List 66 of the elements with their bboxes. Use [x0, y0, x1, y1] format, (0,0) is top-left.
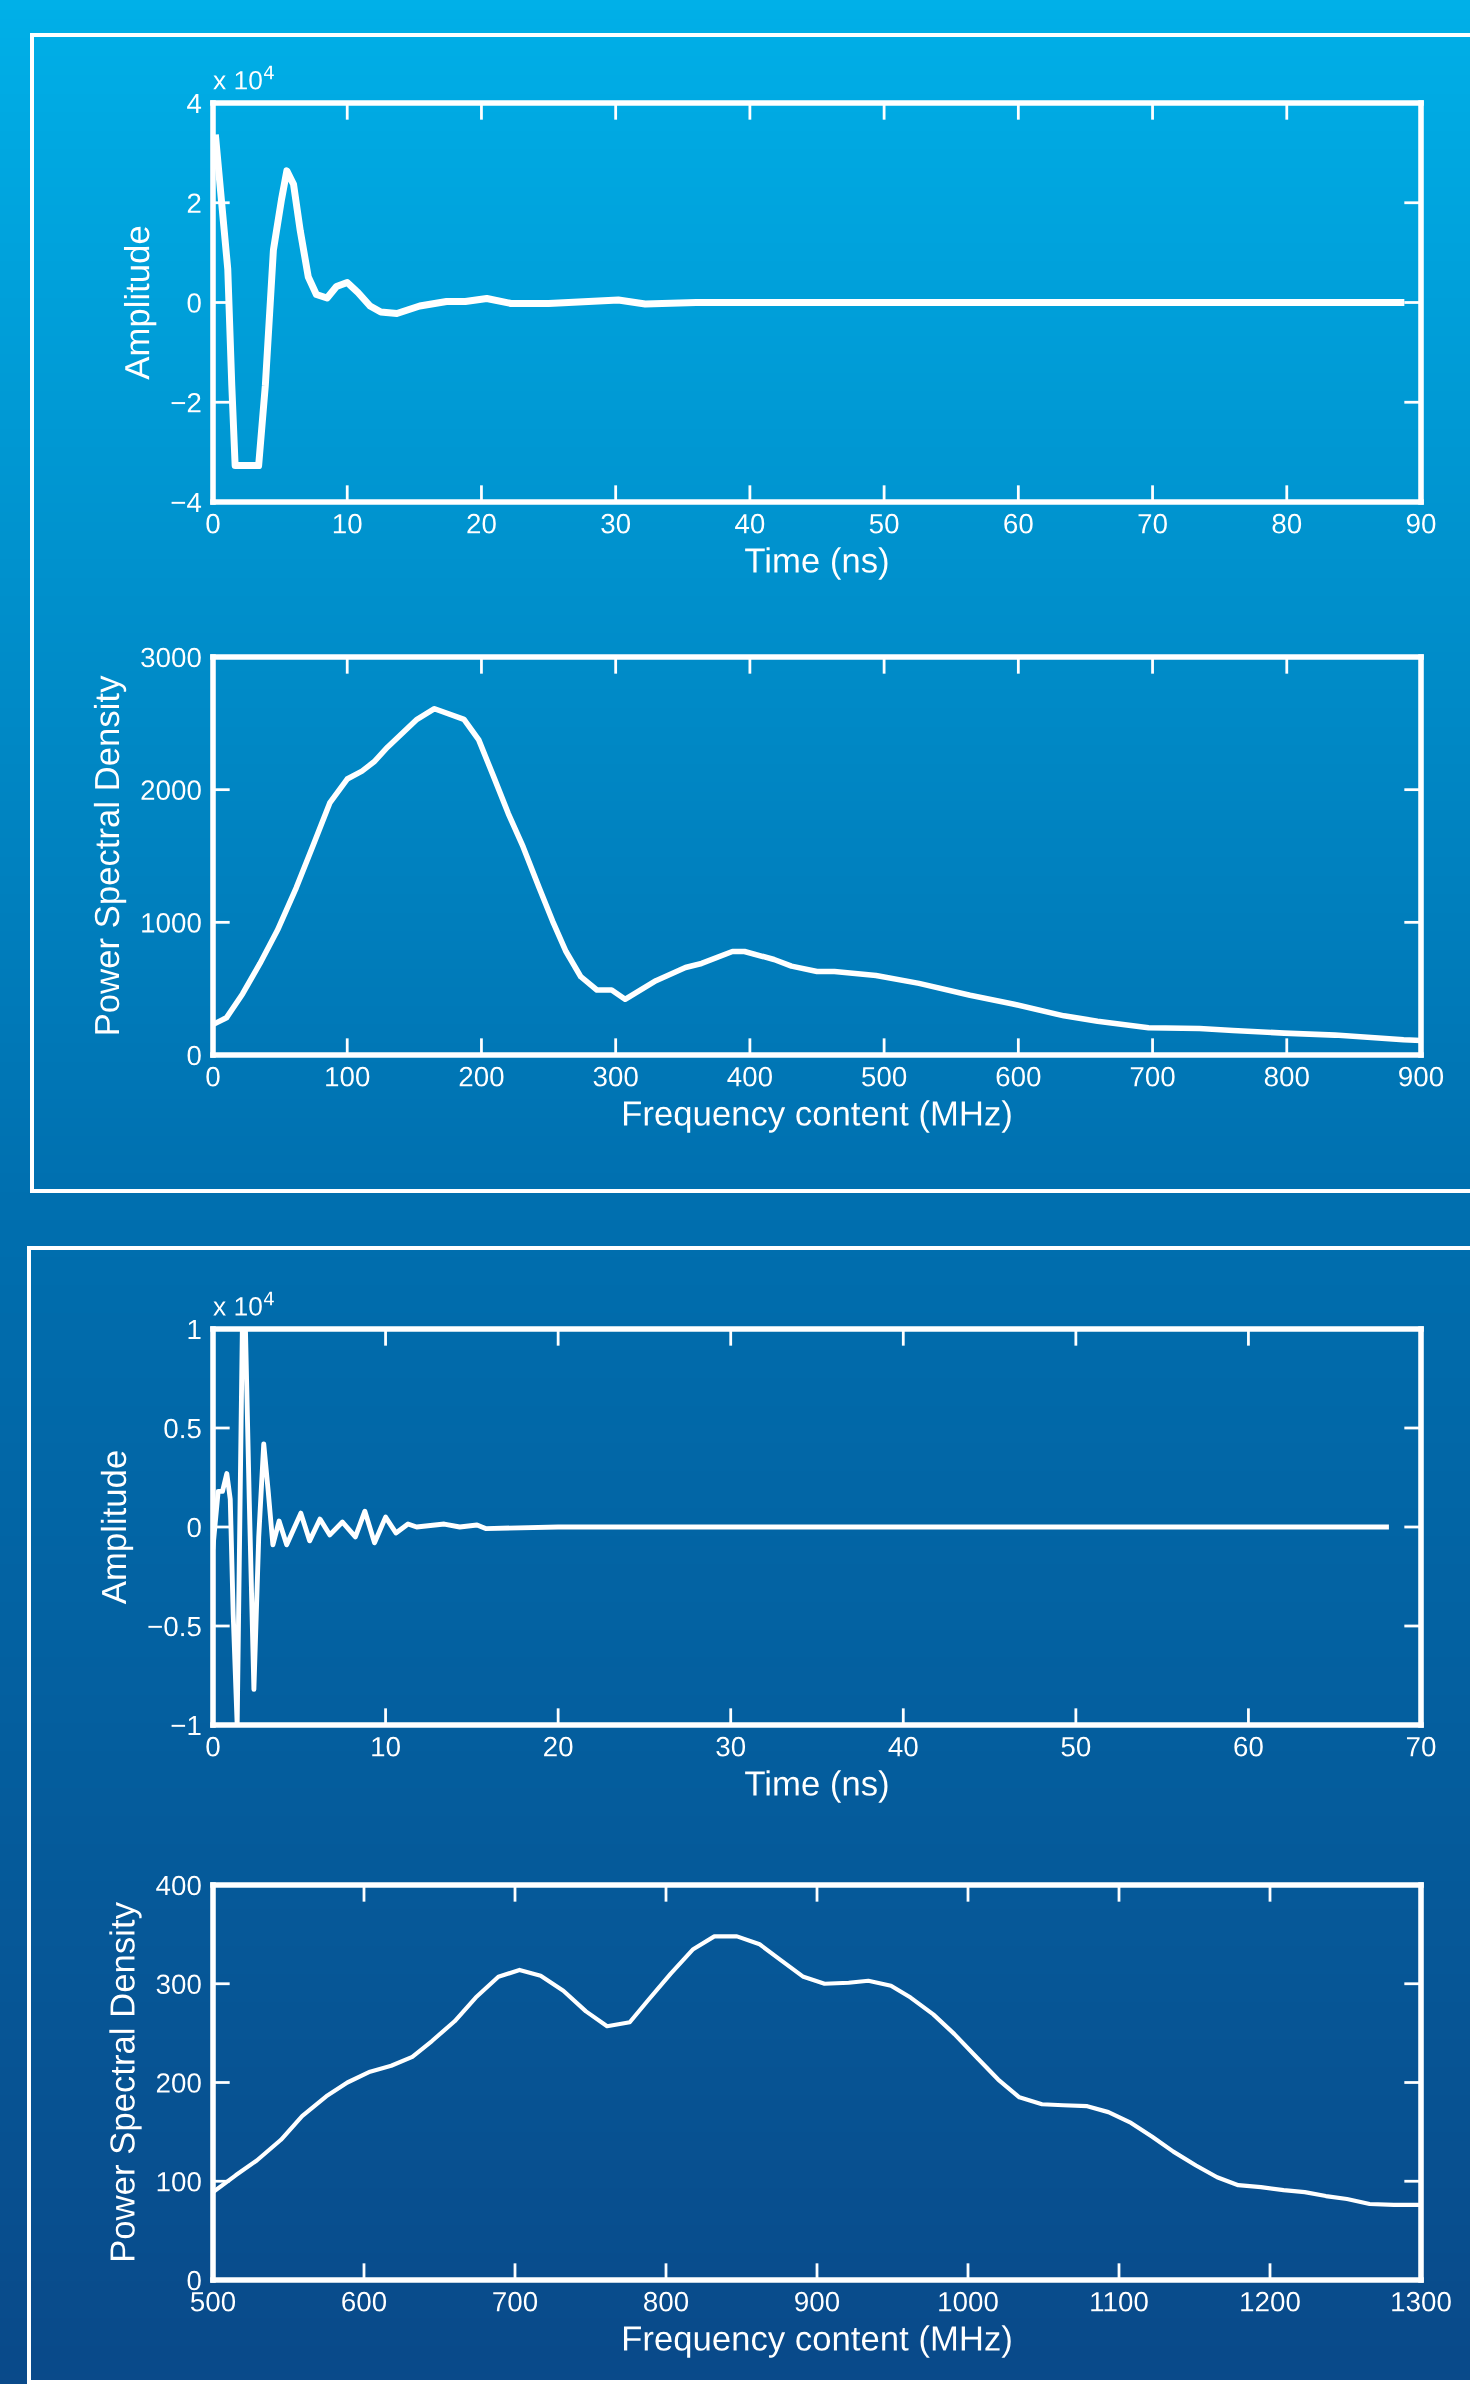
y-tick-label: 4	[187, 93, 202, 114]
x-tick-label: 60	[1234, 1736, 1263, 1757]
y-tick-label: 0	[187, 293, 201, 313]
x-tick-label: 60	[1004, 513, 1033, 534]
x-tick-label: 700	[493, 2291, 538, 2312]
y-tick-label: 0	[187, 1517, 201, 1538]
x-tick-label: 0	[206, 1066, 220, 1087]
x-tick-label: 1100	[1091, 2291, 1148, 2312]
y-tick-label: 300	[156, 1974, 201, 1995]
x-tick-label: 90	[1406, 513, 1436, 534]
x-tick-label: 0	[206, 1736, 220, 1757]
text: x 10$^{4}$	[213, 65, 274, 90]
x-tick-label: 300	[593, 1066, 638, 1087]
x-tick-label: 10	[333, 513, 362, 534]
x-tick-label: 400	[727, 1066, 772, 1087]
y-tick-label: 1000	[142, 913, 201, 933]
y-tick-label: 3000	[141, 647, 201, 668]
y-axis-title: Amplitude	[100, 1451, 134, 1605]
x-tick-label: 0	[206, 513, 220, 534]
x-tick-label: 1000	[939, 2291, 998, 2312]
x-tick-label: 20	[467, 513, 496, 534]
y-axis-title: Power Spectral Density	[109, 1902, 142, 2261]
x-tick-label: 900	[1399, 1066, 1444, 1087]
x-tick-label: 30	[601, 513, 631, 534]
x-tick-label: 100	[326, 1066, 370, 1087]
x-tick-label: 800	[1264, 1066, 1309, 1087]
x-tick-label: 200	[459, 1066, 504, 1087]
y-tick-label: 100	[157, 2171, 201, 2192]
x-axis-title: Time (ns)	[745, 547, 888, 580]
x-tick-label: 40	[735, 513, 765, 534]
x-tick-label: 700	[1130, 1066, 1175, 1087]
y-tick-label: 200	[156, 2073, 201, 2093]
x-tick-label: 70	[1138, 513, 1167, 534]
x-tick-label: 40	[888, 1736, 918, 1757]
x-tick-label: 800	[644, 2291, 689, 2312]
x-axis-title: Frequency content (MHz)	[624, 2325, 1011, 2358]
y-tick-label: −1	[171, 1715, 201, 1736]
x-tick-label: 900	[795, 2291, 840, 2312]
y-tick-label: 2	[187, 193, 201, 213]
y-tick-label: 2000	[141, 780, 201, 801]
y-tick-label: 0.5	[164, 1418, 201, 1439]
y-tick-label: 0	[187, 2270, 201, 2291]
x-axis-title: Frequency content (MHz)	[624, 1100, 1011, 1133]
x-tick-label: 10	[372, 1736, 400, 1757]
x-tick-label: 600	[342, 2291, 387, 2312]
x-tick-label: 70	[1406, 1736, 1436, 1757]
x-tick-label: 500	[190, 2291, 236, 2312]
x-tick-label: 80	[1272, 513, 1302, 534]
x-tick-label: 1300	[1392, 2291, 1451, 2312]
x-tick-label: 20	[544, 1736, 573, 1757]
y-tick-label: −2	[171, 392, 201, 413]
y-tick-label: −4	[171, 492, 202, 513]
x-tick-label: 1200	[1241, 2291, 1300, 2312]
x-tick-label: 30	[716, 1736, 746, 1757]
text: x 10$^{4}$	[213, 1291, 274, 1316]
x-axis-title: Time (ns)	[745, 1770, 888, 1803]
x-tick-label: 50	[869, 513, 899, 534]
x-tick-label: 600	[996, 1066, 1041, 1087]
y-tick-label: −0.5	[148, 1616, 201, 1637]
y-axis-title: Power Spectral Density	[93, 675, 127, 1034]
y-tick-label: 400	[156, 1875, 201, 1896]
y-axis-title: Amplitude	[123, 226, 157, 380]
y-tick-label: 1	[188, 1319, 201, 1340]
x-tick-label: 500	[862, 1066, 907, 1087]
x-tick-label: 50	[1061, 1736, 1091, 1757]
y-tick-label: 0	[187, 1045, 201, 1066]
